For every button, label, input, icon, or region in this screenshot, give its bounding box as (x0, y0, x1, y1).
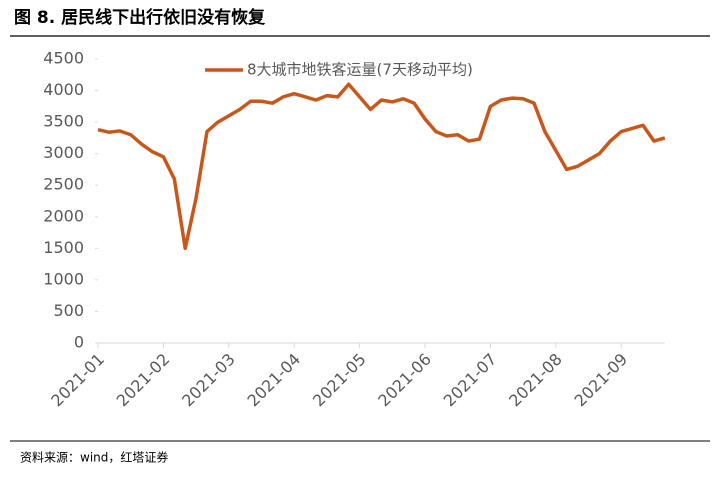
y-tick-label: 1500 (43, 238, 84, 257)
data-line (97, 82, 666, 251)
y-tick-label: 0 (74, 333, 84, 352)
x-tick-label: 2021-04 (243, 350, 304, 411)
y-tick-label: 2000 (43, 206, 84, 225)
x-tick-label: 2021-08 (505, 350, 566, 411)
x-tick-label: 2021-05 (309, 350, 370, 411)
y-tick-label: 4500 (43, 49, 84, 68)
x-tick-label: 2021-02 (113, 350, 174, 411)
y-tick-label: 3500 (43, 112, 84, 131)
x-tick-label: 2021-07 (440, 350, 501, 411)
legend-label: 8大城市地铁客运量(7天移动平均) (247, 61, 473, 79)
x-tick-label: 2021-06 (374, 350, 435, 411)
y-tick-label: 1000 (43, 269, 84, 288)
chart-title: 图 8. 居民线下出行依旧没有恢复 (14, 7, 266, 28)
x-tick-label: 2021-01 (47, 350, 108, 411)
source-note: 资料来源：wind，红塔证券 (20, 450, 168, 465)
y-tick-label: 4000 (43, 80, 84, 99)
y-tick-label: 500 (53, 301, 84, 320)
x-tick-label: 2021-03 (178, 350, 239, 411)
y-tick-label: 2500 (43, 175, 84, 194)
x-tick-label: 2021-09 (570, 350, 631, 411)
y-tick-label: 3000 (43, 143, 84, 162)
